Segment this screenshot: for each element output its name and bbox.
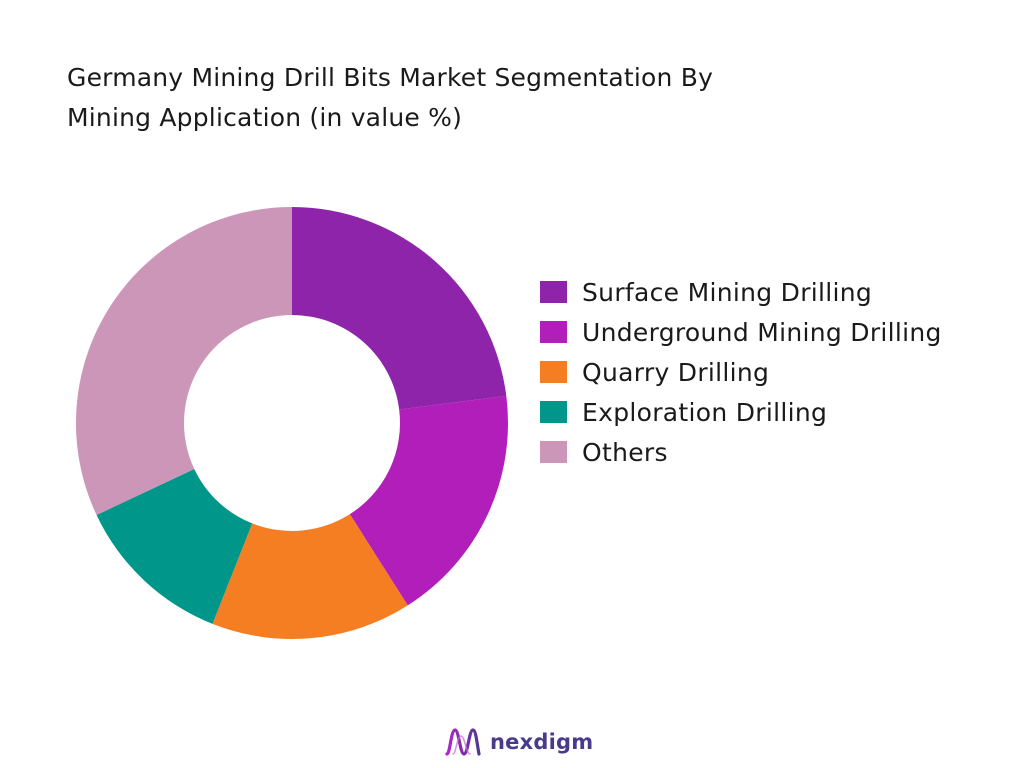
brand-logo: nexdigm	[444, 722, 593, 762]
donut-slice-exploration-drilling	[96, 468, 253, 624]
donut-slice-quarry-drilling	[212, 514, 408, 639]
legend-swatch	[540, 281, 567, 303]
legend-swatch	[540, 441, 567, 463]
legend-label: Quarry Drilling	[582, 357, 770, 387]
legend-item-others: Others	[540, 432, 942, 472]
nexdigm-logo-icon	[445, 728, 481, 756]
chart-legend: Surface Mining Drilling Underground Minin…	[540, 272, 942, 472]
legend-label: Others	[582, 437, 668, 467]
chart-title-line-2: Mining Application (in value %)	[67, 103, 463, 132]
chart-title-line-1: Germany Mining Drill Bits Market Segment…	[67, 63, 714, 92]
brand-name: nexdigm	[490, 730, 594, 754]
legend-swatch	[540, 361, 567, 383]
legend-swatch	[540, 401, 567, 423]
legend-label: Surface Mining Drilling	[582, 277, 873, 307]
legend-item-quarry-drilling: Quarry Drilling	[540, 352, 942, 392]
legend-item-exploration-drilling: Exploration Drilling	[540, 392, 942, 432]
chart-title: Germany Mining Drill Bits Market Segment…	[67, 58, 927, 138]
legend-label: Underground Mining Drilling	[582, 317, 942, 347]
legend-item-surface-mining-drilling: Surface Mining Drilling	[540, 272, 942, 312]
donut-slice-underground-mining-drilling	[349, 395, 509, 606]
legend-swatch	[540, 321, 567, 343]
legend-item-underground-mining-drilling: Underground Mining Drilling	[540, 312, 942, 352]
legend-label: Exploration Drilling	[582, 397, 828, 427]
donut-slice-surface-mining-drilling	[292, 207, 507, 410]
donut-slice-others	[75, 207, 292, 515]
